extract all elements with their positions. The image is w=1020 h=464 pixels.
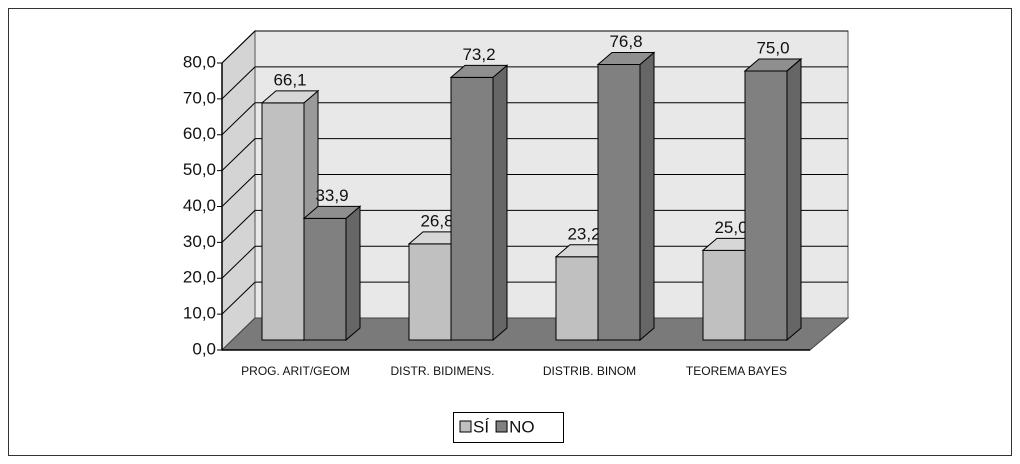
y-tick-label: 50,0: [183, 160, 216, 179]
x-tick-label: DISTR. BIDIMENS.: [390, 364, 494, 378]
y-tick-label: 40,0: [183, 196, 216, 215]
y-tick-label: 30,0: [183, 232, 216, 251]
y-tick-label: 60,0: [183, 124, 216, 143]
value-label: 66,1: [273, 70, 306, 89]
x-tick-label: TEOREMA BAYES: [686, 364, 787, 378]
value-label: 33,9: [315, 186, 348, 205]
legend-swatch: [459, 420, 472, 433]
grid-line: [221, 281, 256, 315]
bar-front: [744, 70, 788, 341]
bar: [596, 51, 656, 342]
value-label: 73,2: [462, 45, 495, 64]
x-tick-label: DISTRIB. BINOM: [543, 364, 636, 378]
bar: [743, 57, 803, 342]
bar-front: [261, 102, 305, 341]
y-tick-label: 10,0: [183, 304, 216, 323]
bar-side: [345, 205, 361, 342]
bar-side: [492, 64, 508, 342]
bar-side: [786, 57, 802, 342]
grid-line: [221, 210, 256, 243]
value-label: 25,0: [714, 218, 747, 237]
bar-front: [702, 249, 746, 341]
bar-top: [449, 64, 509, 78]
value-label: 75,0: [756, 38, 789, 57]
grid-line: [221, 102, 256, 136]
bar: [302, 205, 362, 342]
bar-front: [555, 256, 599, 341]
bar-top: [260, 90, 320, 104]
legend-label: SÍ: [473, 417, 489, 436]
value-label: 76,8: [609, 32, 642, 51]
bar: [260, 89, 320, 342]
y-tick-label: 20,0: [183, 268, 216, 287]
legend: SÍ NO: [459, 417, 535, 436]
y-tick-label: 0,0: [192, 339, 216, 358]
grid-line: [221, 245, 256, 279]
legend-swatch: [495, 420, 508, 433]
bar-front: [597, 63, 641, 341]
bar-side: [639, 51, 655, 342]
value-label: 26,8: [420, 211, 453, 230]
x-tick-label: PROG. ARIT/GEOM: [241, 364, 350, 378]
grid-line: [221, 174, 256, 207]
bar: [449, 64, 509, 342]
y-tick-label: 70,0: [183, 88, 216, 107]
bar-front: [450, 76, 494, 341]
value-label: 23,2: [567, 224, 600, 243]
y-tick-label: 80,0: [183, 52, 216, 71]
bar-front: [303, 217, 347, 341]
bar-top: [743, 58, 803, 72]
bars: 66,1 33,9 26,8 73,2 23,2 76,8 25,0 75,0: [260, 32, 803, 342]
bar-top: [596, 51, 656, 65]
bar-top: [302, 205, 362, 219]
grid-line: [221, 138, 256, 171]
legend-label: NO: [509, 417, 535, 436]
grid-line: [221, 30, 256, 64]
legend-box: [453, 412, 564, 443]
grid-line: [221, 66, 256, 100]
bar-front: [408, 243, 452, 341]
